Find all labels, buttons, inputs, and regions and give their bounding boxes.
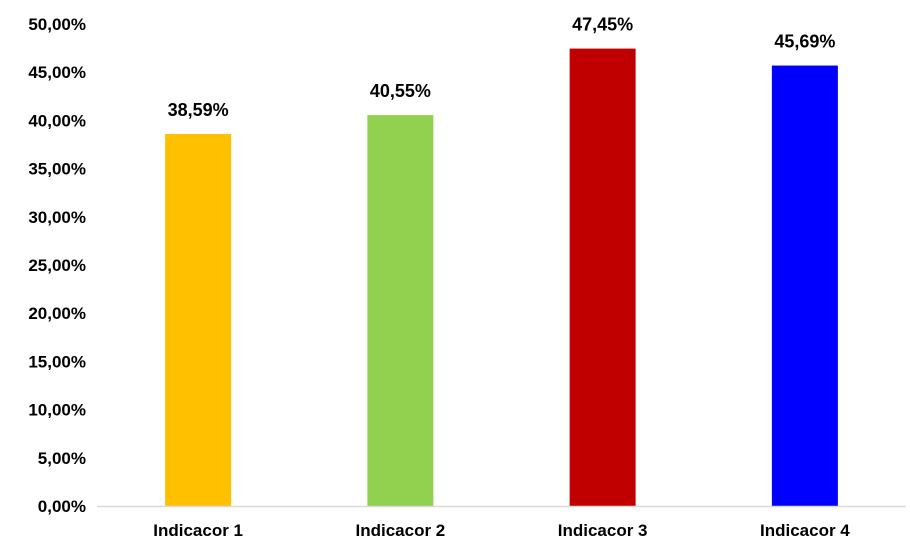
- y-axis: 0,00% 5,00% 10,00% 15,00% 20,00% 25,00% 30,00%…: [28, 15, 86, 516]
- y-tick-label: 35,00%: [28, 160, 86, 179]
- y-tick-label: 15,00%: [28, 352, 86, 371]
- y-tick-label: 30,00%: [28, 208, 86, 227]
- data-label: 47,45%: [572, 15, 633, 35]
- data-label: 38,59%: [168, 100, 229, 120]
- bar: [569, 48, 636, 506]
- x-tick-label: Indicacor 2: [355, 521, 445, 540]
- y-tick-label: 5,00%: [38, 449, 86, 468]
- y-tick-label: 25,00%: [28, 256, 86, 275]
- bar: [771, 65, 838, 506]
- y-tick-label: 20,00%: [28, 304, 86, 323]
- y-tick-label: 40,00%: [28, 111, 86, 130]
- x-tick-label: Indicacor 4: [760, 521, 850, 540]
- bar: [367, 115, 434, 507]
- y-tick-label: 0,00%: [38, 497, 86, 516]
- y-tick-label: 45,00%: [28, 63, 86, 82]
- y-tick-label: 10,00%: [28, 401, 86, 420]
- x-tick-label: Indicacor 3: [558, 521, 648, 540]
- bars: [165, 48, 838, 507]
- y-tick-label: 50,00%: [28, 15, 86, 34]
- x-tick-label: Indicacor 1: [153, 521, 243, 540]
- data-label: 40,55%: [370, 81, 431, 101]
- bar: [165, 133, 232, 506]
- data-label: 45,69%: [774, 32, 835, 52]
- data-labels: 38,59% 40,55% 47,45% 45,69%: [168, 15, 836, 120]
- x-axis: Indicacor 1 Indicacor 2 Indicacor 3 Indicac…: [153, 521, 850, 540]
